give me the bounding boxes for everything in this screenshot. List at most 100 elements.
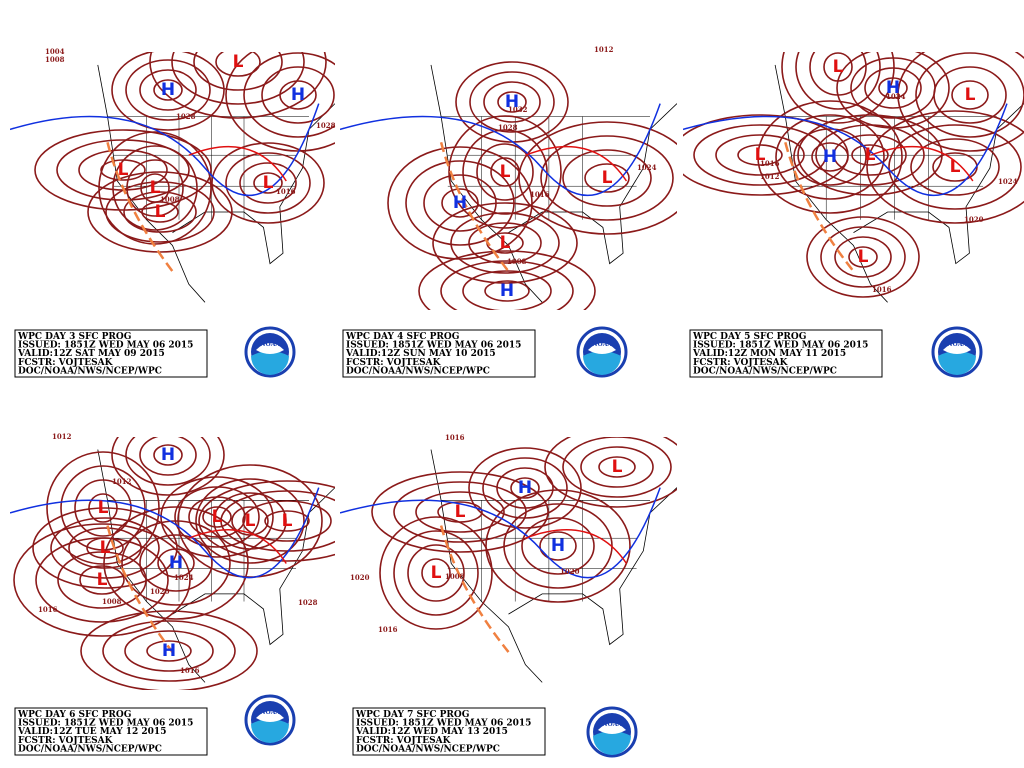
isobar-label: 1008	[507, 257, 527, 266]
isobar	[98, 131, 212, 245]
low-center: L	[833, 57, 844, 77]
caption-line: VALID:12Z SAT MAY 09 2015	[17, 349, 165, 359]
low-center: L	[431, 563, 442, 583]
caption-line: ISSUED: 1851Z WED MAY 06 2015	[18, 719, 193, 729]
caption-line: FCSTR: VOJTESAK	[346, 358, 442, 368]
isobar	[441, 188, 479, 218]
caption-line: WPC DAY 5 SFC PROG	[692, 332, 806, 342]
isobar	[415, 491, 505, 533]
isobar-label: 1008	[160, 195, 180, 204]
high-center: H	[551, 536, 565, 556]
isobar-label: 1032	[508, 105, 528, 114]
isobar-label: 1016	[445, 433, 465, 442]
coastline	[508, 103, 677, 265]
isobar	[46, 451, 160, 565]
trough	[439, 141, 510, 273]
isobar	[211, 142, 325, 224]
isobar	[231, 506, 269, 536]
low-center: L	[282, 511, 293, 531]
isobar	[225, 152, 311, 214]
high-center: H	[162, 641, 176, 661]
caption-line: ISSUED: 1851Z WED MAY 06 2015	[693, 341, 868, 351]
logo-wave	[251, 351, 289, 375]
isobar	[833, 134, 907, 176]
isobar	[105, 181, 215, 243]
isobar	[149, 52, 327, 119]
isobar	[432, 202, 578, 284]
isobar	[815, 124, 925, 186]
isobar-label: 1024	[998, 177, 1018, 186]
isobar	[243, 52, 335, 138]
caption-line: VALID:12Z WED MAY 13 2015	[355, 727, 508, 737]
isobar	[146, 640, 192, 662]
isobar-label: 1008	[45, 55, 65, 64]
map-body	[340, 61, 677, 310]
isobar	[580, 446, 654, 488]
high-center: H	[169, 553, 183, 573]
cold-front	[10, 487, 320, 579]
isobar	[13, 523, 191, 637]
logo-gull	[588, 343, 616, 354]
logo-gull	[598, 723, 626, 734]
cold-front	[340, 103, 661, 197]
isobar	[469, 71, 555, 133]
logo-gull	[256, 343, 284, 354]
logo-wave	[583, 351, 621, 375]
caption-line: WPC DAY 7 SFC PROG	[355, 710, 469, 720]
high-center: H	[823, 147, 837, 167]
isobar	[539, 531, 577, 561]
isobar	[484, 280, 530, 302]
isobar	[34, 129, 212, 211]
high-center: H	[453, 193, 467, 213]
coastline	[172, 487, 335, 646]
isobar	[897, 52, 1024, 152]
isobar	[60, 465, 146, 551]
isobar	[242, 500, 332, 542]
low-center: L	[100, 538, 111, 558]
isobar	[111, 437, 225, 496]
low-center: L	[155, 202, 166, 222]
high-center: H	[886, 78, 900, 98]
logo-text: NOAA	[592, 341, 612, 348]
low-center: L	[97, 570, 108, 590]
caption-line: FCSTR: VOJTESAK	[693, 358, 789, 368]
isobar	[951, 80, 989, 110]
map-body	[683, 52, 1024, 303]
isobar	[171, 52, 305, 105]
warm-front	[870, 145, 974, 182]
isobar	[112, 145, 198, 231]
isobar	[757, 100, 903, 214]
isobar	[213, 492, 287, 550]
isobar-label: 1020	[560, 567, 580, 576]
isobar	[715, 134, 805, 176]
cold-front	[10, 103, 320, 197]
isobar	[562, 437, 672, 498]
caption-line: ISSUED: 1851Z WED MAY 06 2015	[18, 341, 193, 351]
logo-wave	[251, 719, 289, 743]
isobar	[848, 246, 878, 268]
low-center: L	[865, 145, 876, 165]
isobar	[540, 135, 674, 221]
isobar	[74, 479, 132, 537]
isobar-label: 1004	[45, 47, 65, 56]
isobar	[139, 69, 197, 111]
isobar	[125, 59, 211, 121]
isobar	[737, 144, 783, 166]
isobar-label: 1020	[350, 573, 370, 582]
isobar	[220, 490, 335, 552]
caption-line: ISSUED: 1851Z WED MAY 06 2015	[346, 341, 521, 351]
isobar-label: 1028	[176, 112, 196, 121]
isobar	[393, 481, 527, 543]
caption-line: VALID:12Z MON MAY 11 2015	[692, 349, 846, 359]
isobar	[834, 236, 892, 278]
isobar	[521, 517, 595, 575]
isobar	[124, 630, 214, 672]
caption-line: DOC/NOAA/NWS/NCEP/WPC	[18, 744, 162, 754]
isobar	[518, 121, 677, 235]
isobar	[910, 138, 1000, 196]
isobar	[562, 149, 652, 207]
isobar	[468, 447, 582, 529]
low-center: L	[612, 457, 623, 477]
isobar-label: 1020	[964, 215, 984, 224]
